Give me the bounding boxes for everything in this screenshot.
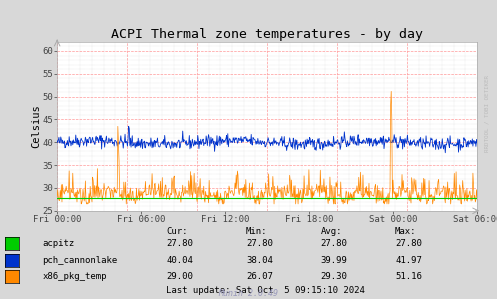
Text: Min:: Min: bbox=[246, 227, 267, 236]
Text: RRDTOOL / TOBI OETIKER: RRDTOOL / TOBI OETIKER bbox=[485, 75, 490, 152]
Text: 39.99: 39.99 bbox=[321, 256, 347, 265]
Text: Munin 2.0.49: Munin 2.0.49 bbox=[219, 289, 278, 298]
Y-axis label: Celsius: Celsius bbox=[31, 104, 41, 148]
Text: Avg:: Avg: bbox=[321, 227, 342, 236]
Text: 27.80: 27.80 bbox=[246, 239, 273, 248]
Text: Cur:: Cur: bbox=[166, 227, 188, 236]
Text: Max:: Max: bbox=[395, 227, 416, 236]
Title: ACPI Thermal zone temperatures - by day: ACPI Thermal zone temperatures - by day bbox=[111, 28, 423, 41]
Text: 40.04: 40.04 bbox=[166, 256, 193, 265]
Text: 26.07: 26.07 bbox=[246, 272, 273, 281]
Text: 51.16: 51.16 bbox=[395, 272, 422, 281]
Text: pch_cannonlake: pch_cannonlake bbox=[42, 256, 117, 265]
Text: acpitz: acpitz bbox=[42, 239, 75, 248]
Text: 41.97: 41.97 bbox=[395, 256, 422, 265]
Text: 27.80: 27.80 bbox=[395, 239, 422, 248]
Text: 27.80: 27.80 bbox=[166, 239, 193, 248]
Text: 29.00: 29.00 bbox=[166, 272, 193, 281]
Text: x86_pkg_temp: x86_pkg_temp bbox=[42, 272, 107, 281]
Text: 29.30: 29.30 bbox=[321, 272, 347, 281]
Text: 27.80: 27.80 bbox=[321, 239, 347, 248]
Text: 38.04: 38.04 bbox=[246, 256, 273, 265]
Text: Last update: Sat Oct  5 09:15:10 2024: Last update: Sat Oct 5 09:15:10 2024 bbox=[166, 286, 365, 295]
